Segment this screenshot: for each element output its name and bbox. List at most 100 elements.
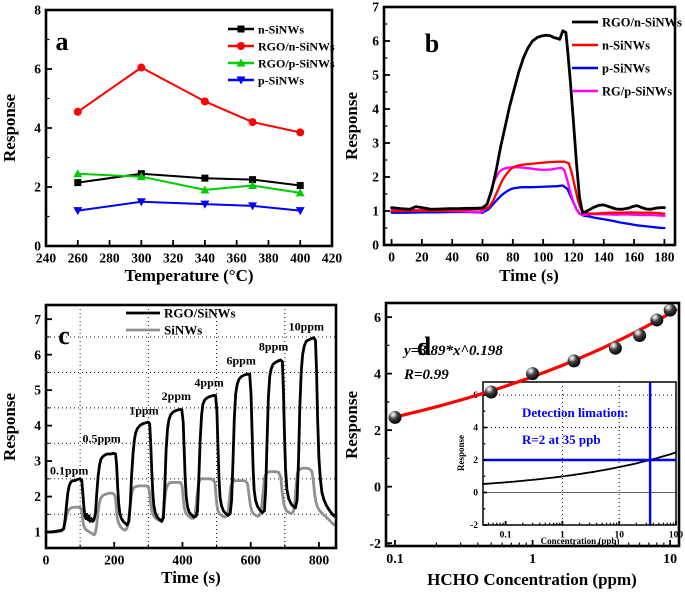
svg-text:1: 1 [560,531,565,541]
svg-text:0.1ppm: 0.1ppm [50,464,88,478]
svg-text:Response: Response [342,391,361,459]
svg-text:a: a [56,27,69,56]
svg-text:Temperature (°C): Temperature (°C) [124,266,253,285]
svg-text:8ppm: 8ppm [259,339,288,353]
svg-text:0: 0 [388,250,395,265]
svg-text:4: 4 [473,424,478,434]
svg-text:b: b [425,29,439,58]
svg-text:6: 6 [374,311,381,326]
svg-text:2ppm: 2ppm [162,389,191,403]
svg-text:Time (s): Time (s) [499,266,559,285]
svg-text:320: 320 [163,251,184,266]
svg-text:c: c [58,321,70,350]
svg-text:6: 6 [34,347,41,362]
svg-text:4ppm: 4ppm [194,376,223,390]
svg-text:7: 7 [34,312,41,327]
svg-text:p-SiNWs: p-SiNWs [602,62,650,76]
svg-text:Response: Response [456,435,466,471]
svg-text:1: 1 [372,204,379,219]
svg-text:0: 0 [372,238,379,253]
svg-text:0.5ppm: 0.5ppm [82,432,120,446]
svg-text:6: 6 [372,34,379,49]
svg-text:RG/p-SiNWs: RG/p-SiNWs [602,85,672,99]
svg-text:RGO/n-SiNWs: RGO/n-SiNWs [258,39,335,53]
svg-text:RGO/SiNWs: RGO/SiNWs [164,306,236,321]
svg-text:0: 0 [374,480,381,495]
svg-text:4: 4 [34,418,41,433]
svg-text:4: 4 [34,121,41,136]
svg-text:80: 80 [506,250,520,265]
svg-text:3: 3 [34,454,41,469]
svg-text:0: 0 [43,553,50,568]
svg-text:Time (s): Time (s) [161,568,221,587]
svg-text:200: 200 [104,553,125,568]
svg-text:n-SiNWs: n-SiNWs [258,22,304,36]
svg-text:2: 2 [374,424,381,439]
svg-text:8: 8 [34,3,41,18]
svg-text:10ppm: 10ppm [289,320,324,334]
panel-b-chart: 0 20 40 60 80 100 120 140 160 180 0 1 2 3 4 5 6 7 Time (s)… [342,0,685,297]
svg-text:340: 340 [195,251,216,266]
svg-text:Detection limation:: Detection limation: [522,405,629,420]
svg-text:400: 400 [172,553,193,568]
svg-text:SiNWs: SiNWs [164,323,202,338]
svg-text:120: 120 [563,250,584,265]
svg-text:0.1: 0.1 [500,531,512,541]
svg-text:p-SiNWs: p-SiNWs [258,73,304,87]
svg-text:10: 10 [614,531,624,541]
svg-text:Response: Response [0,393,19,461]
svg-text:2: 2 [473,456,478,466]
svg-text:y=3.89*x^0.198: y=3.89*x^0.198 [402,343,503,359]
svg-text:300: 300 [131,251,152,266]
svg-text:n-SiNWs: n-SiNWs [602,39,650,53]
svg-text:5: 5 [34,383,41,398]
svg-text:400: 400 [290,251,311,266]
svg-text:180: 180 [654,250,675,265]
svg-text:5: 5 [372,68,379,83]
svg-text:600: 600 [241,553,262,568]
svg-text:2: 2 [34,489,41,504]
svg-text:60: 60 [476,250,490,265]
svg-text:40: 40 [445,250,459,265]
svg-text:0: 0 [473,489,478,499]
svg-text:Response: Response [0,94,19,162]
svg-text:d: d [417,332,432,361]
svg-text:1: 1 [34,525,41,540]
svg-text:140: 140 [594,250,615,265]
svg-text:R=0.99: R=0.99 [403,367,449,383]
svg-text:280: 280 [99,251,120,266]
svg-text:-2: -2 [470,521,478,531]
svg-text:0.1: 0.1 [386,552,404,567]
svg-text:2: 2 [372,170,379,185]
svg-text:RGO/n-SiNWs: RGO/n-SiNWs [602,16,682,30]
svg-text:6ppm: 6ppm [226,354,255,368]
svg-text:800: 800 [309,553,330,568]
panel-c-chart: 0 200 400 600 800 1 2 3 4 5 6 7 Time (s) Response c RGO… [0,297,342,594]
svg-text:1ppm: 1ppm [129,403,158,417]
svg-text:HCHO Concentration (ppm): HCHO Concentration (ppm) [427,570,637,589]
svg-text:RGO/p-SiNWs: RGO/p-SiNWs [258,56,335,70]
svg-text:0: 0 [34,239,41,254]
svg-text:240: 240 [36,251,57,266]
svg-text:360: 360 [227,251,248,266]
svg-text:4: 4 [372,102,379,117]
svg-text:1: 1 [529,552,536,567]
svg-text:10: 10 [663,552,677,567]
panel-a-chart: 240 260 280 300 320 340 360 380 400 420 0 2 4 6 8 Tempe… [0,0,342,297]
svg-text:100: 100 [533,250,554,265]
svg-text:160: 160 [624,250,645,265]
svg-text:4: 4 [374,367,381,382]
svg-text:R=2 at 35 ppb: R=2 at 35 ppb [522,432,601,447]
svg-text:380: 380 [258,251,279,266]
svg-text:3: 3 [372,136,379,151]
svg-text:Concentration (ppb): Concentration (ppb) [541,536,620,546]
svg-text:Response: Response [342,92,361,160]
svg-text:7: 7 [372,0,379,15]
svg-text:420: 420 [322,251,342,266]
svg-text:260: 260 [68,251,89,266]
svg-text:2: 2 [34,180,41,195]
svg-text:100: 100 [669,531,684,541]
svg-text:-2: -2 [369,537,381,552]
